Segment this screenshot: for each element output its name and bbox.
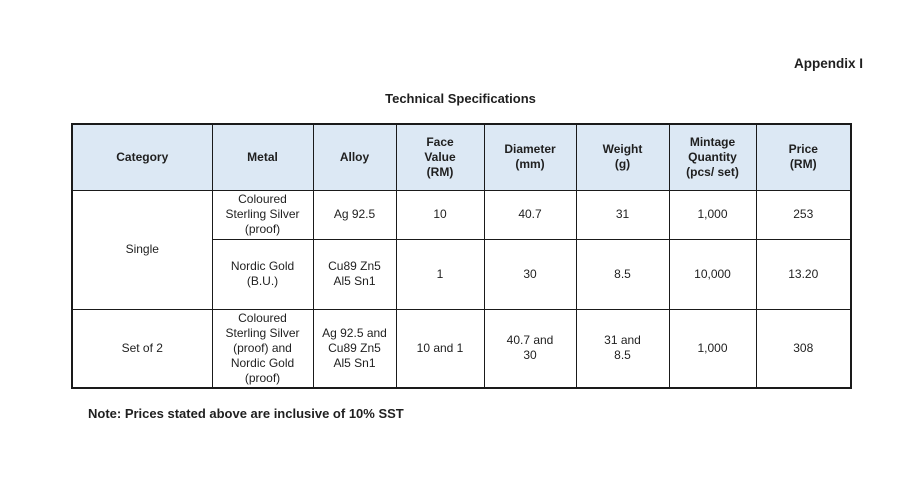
page-title: Technical Specifications: [385, 91, 536, 106]
table-header-row: Category Metal Alloy Face Value (RM) Dia…: [71, 123, 852, 191]
cell-diameter: 40.7 and 30: [483, 308, 577, 389]
cell-metal: Nordic Gold (B.U.): [211, 238, 314, 310]
col-header-price: Price (RM): [755, 123, 852, 191]
col-header-mintage: Mintage Quantity (pcs/ set): [668, 123, 757, 191]
cell-diameter: 30: [483, 238, 577, 310]
cell-weight: 31 and 8.5: [575, 308, 670, 389]
col-header-alloy: Alloy: [312, 123, 397, 191]
cell-metal: Coloured Sterling Silver (proof) and Nor…: [211, 308, 314, 389]
cell-price: 308: [755, 308, 852, 389]
cell-diameter: 40.7: [483, 189, 577, 240]
cell-weight: 8.5: [575, 238, 670, 310]
table-row: Nordic Gold (B.U.) Cu89 Zn5 Al5 Sn1 1 30…: [72, 238, 852, 310]
appendix-label: Appendix I: [793, 56, 863, 71]
col-header-face-value: Face Value (RM): [395, 123, 485, 191]
cell-category-single: Single: [71, 189, 213, 310]
cell-metal: Coloured Sterling Silver (proof): [211, 189, 314, 240]
cell-mintage: 1,000: [668, 308, 757, 389]
cell-price: 253: [755, 189, 852, 240]
cell-weight: 31: [575, 189, 670, 240]
cell-face-value: 1: [395, 238, 485, 310]
cell-alloy: Ag 92.5 and Cu89 Zn5 Al5 Sn1: [312, 308, 397, 389]
specifications-table: Category Metal Alloy Face Value (RM) Dia…: [71, 123, 852, 389]
note-text: Note: Prices stated above are inclusive …: [88, 406, 404, 421]
cell-face-value: 10 and 1: [395, 308, 485, 389]
cell-face-value: 10: [395, 189, 485, 240]
cell-mintage: 1,000: [668, 189, 757, 240]
cell-alloy: Cu89 Zn5 Al5 Sn1: [312, 238, 397, 310]
cell-mintage: 10,000: [668, 238, 757, 310]
table-row: Single Coloured Sterling Silver (proof) …: [71, 189, 852, 310]
col-header-diameter: Diameter (mm): [483, 123, 577, 191]
table-row: Set of 2 Coloured Sterling Silver (proof…: [71, 308, 852, 389]
col-header-metal: Metal: [211, 123, 314, 191]
cell-alloy: Ag 92.5: [312, 189, 397, 240]
cell-price: 13.20: [755, 238, 852, 310]
col-header-category: Category: [71, 123, 213, 191]
cell-category-set-of-2: Set of 2: [71, 308, 213, 389]
col-header-weight: Weight (g): [575, 123, 670, 191]
